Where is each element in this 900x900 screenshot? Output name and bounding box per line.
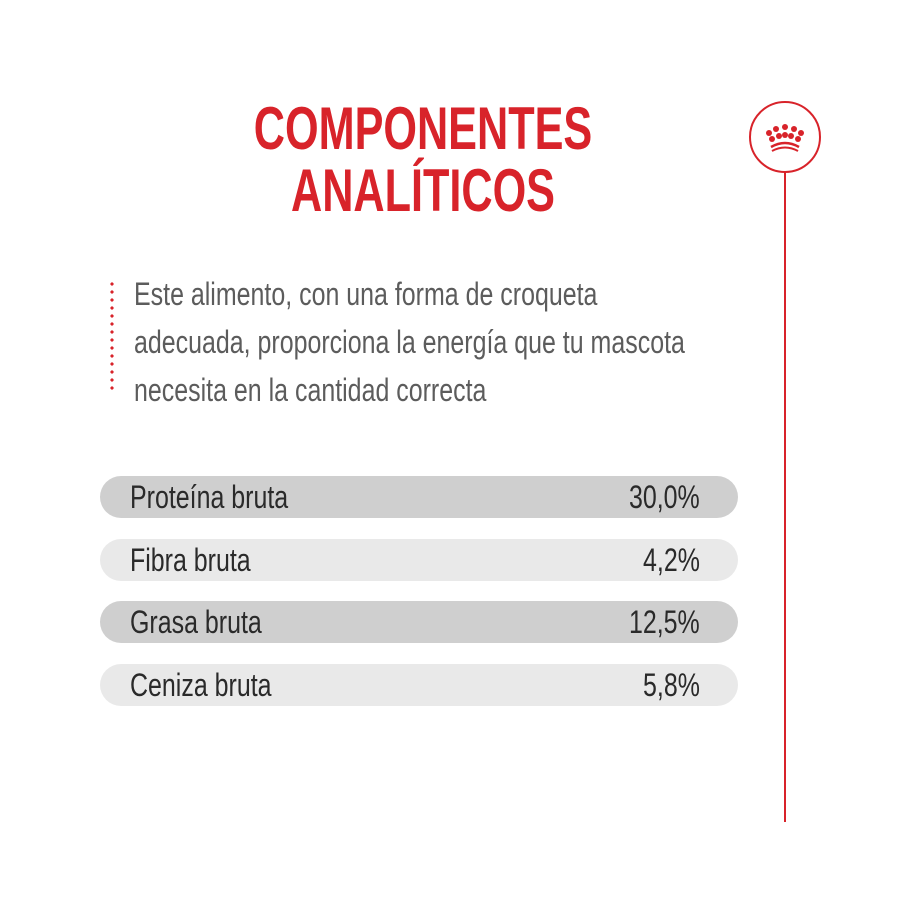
dotted-divider (110, 280, 114, 390)
description-line: adecuada, proporciona la energía que tu … (134, 324, 685, 360)
description: Este alimento, con una forma de croqueta… (134, 270, 840, 414)
description-line: necesita en la cantidad correcta (134, 372, 487, 408)
description-line: Este alimento, con una forma de croqueta (134, 276, 598, 312)
component-row: Fibra bruta 4,2% (100, 539, 738, 581)
title-line-2: ANALÍTICOS (291, 157, 555, 224)
title-line-1: COMPONENTES (253, 95, 593, 162)
component-label: Grasa bruta (130, 604, 262, 640)
component-label: Ceniza bruta (130, 667, 272, 703)
component-label: Proteína bruta (130, 479, 289, 515)
component-label: Fibra bruta (130, 542, 251, 578)
component-value: 5,8% (643, 667, 700, 703)
vertical-line (784, 172, 786, 822)
crown-badge (749, 101, 821, 173)
crown-icon (766, 124, 804, 152)
component-value: 4,2% (643, 542, 700, 578)
component-value: 30,0% (629, 479, 700, 515)
component-row: Proteína bruta 30,0% (100, 476, 738, 518)
component-row: Grasa bruta 12,5% (100, 601, 738, 643)
page-title: COMPONENTES ANALÍTICOS (0, 98, 846, 222)
component-row: Ceniza bruta 5,8% (100, 664, 738, 706)
component-value: 12,5% (629, 604, 700, 640)
